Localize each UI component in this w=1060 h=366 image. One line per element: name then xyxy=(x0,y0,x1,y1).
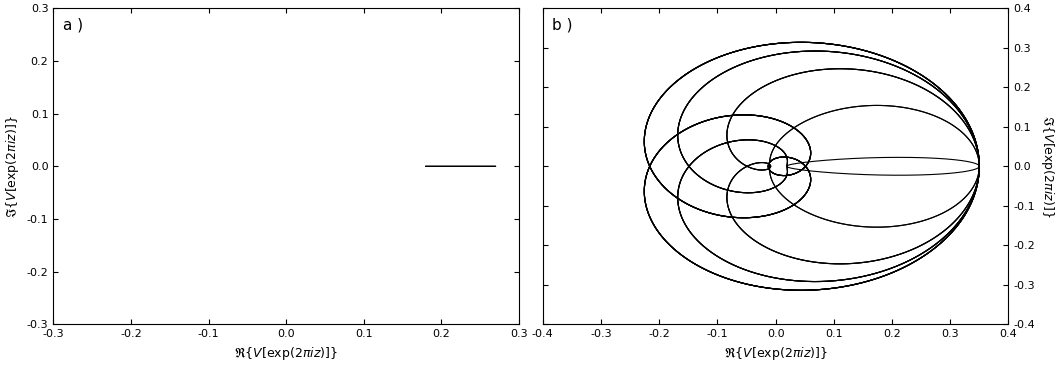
X-axis label: $\mathfrak{R}\{V[\exp(2\pi iz)]\}$: $\mathfrak{R}\{V[\exp(2\pi iz)]\}$ xyxy=(724,345,828,362)
X-axis label: $\mathfrak{R}\{V[\exp(2\pi iz)]\}$: $\mathfrak{R}\{V[\exp(2\pi iz)]\}$ xyxy=(234,345,338,362)
Text: b ): b ) xyxy=(552,18,572,33)
Y-axis label: $\mathfrak{I}\{V[\exp(2\pi iz)]\}$: $\mathfrak{I}\{V[\exp(2\pi iz)]\}$ xyxy=(4,115,21,217)
Y-axis label: $\mathfrak{I}\{V[\exp(2\pi iz)]\}$: $\mathfrak{I}\{V[\exp(2\pi iz)]\}$ xyxy=(1039,115,1056,217)
Text: a ): a ) xyxy=(63,18,83,33)
